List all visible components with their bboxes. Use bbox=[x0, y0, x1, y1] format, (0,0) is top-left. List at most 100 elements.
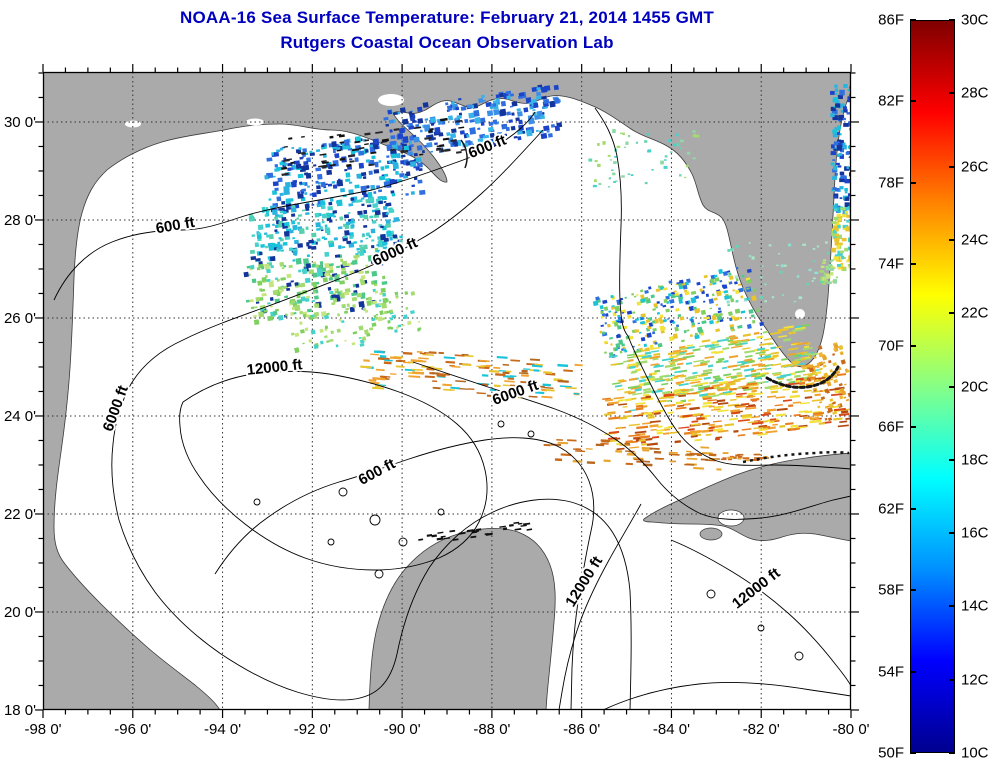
sst-pixel bbox=[702, 401, 713, 405]
sst-pixel bbox=[403, 145, 410, 151]
sst-pixel bbox=[827, 281, 832, 285]
sst-pixel bbox=[601, 331, 606, 335]
sst-pixel bbox=[266, 157, 273, 162]
sst-pixel bbox=[609, 336, 614, 340]
sst-pixel bbox=[373, 377, 386, 381]
sst-pixel bbox=[832, 132, 838, 138]
sst-pixel bbox=[320, 205, 326, 210]
sst-pixel bbox=[835, 228, 839, 232]
sst-pixel bbox=[640, 289, 644, 293]
sst-pixel bbox=[840, 410, 849, 414]
sst-pixel bbox=[400, 154, 406, 158]
sst-pixel bbox=[832, 411, 838, 415]
sst-pixel bbox=[717, 357, 725, 361]
sst-pixel bbox=[397, 145, 403, 151]
sst-pixel bbox=[354, 257, 359, 261]
sst-pixel bbox=[609, 159, 612, 161]
sst-pixel bbox=[641, 397, 654, 401]
sst-pixel bbox=[801, 357, 806, 361]
sst-pixel bbox=[648, 322, 653, 327]
sst-pixel bbox=[449, 133, 457, 139]
sst-pixel bbox=[612, 382, 621, 385]
sst-pixel bbox=[477, 137, 484, 146]
sst-pixel bbox=[326, 312, 330, 316]
sst-pixel bbox=[607, 186, 611, 188]
sst-pixel bbox=[371, 239, 375, 242]
sst-pixel bbox=[313, 291, 317, 294]
sst-pixel bbox=[306, 242, 310, 247]
sst-pixel bbox=[780, 363, 792, 368]
sst-pixel bbox=[442, 137, 449, 141]
sst-pixel bbox=[769, 420, 775, 424]
sst-pixel bbox=[627, 385, 640, 389]
sst-pixel bbox=[824, 279, 829, 283]
sst-pixel bbox=[344, 224, 350, 230]
sst-pixel bbox=[284, 295, 289, 299]
sst-pixel bbox=[666, 378, 674, 382]
sst-pixel bbox=[363, 359, 370, 362]
sst-pixel bbox=[388, 160, 392, 164]
sst-pixel bbox=[365, 237, 369, 240]
sst-pixel bbox=[727, 304, 731, 307]
sst-pixel bbox=[632, 392, 643, 396]
sst-pixel bbox=[611, 306, 615, 310]
sst-pixel bbox=[387, 109, 393, 115]
sst-pixel bbox=[723, 373, 732, 377]
sst-pixel bbox=[373, 350, 385, 354]
sst-pixel bbox=[663, 159, 667, 161]
sst-pixel bbox=[823, 372, 828, 377]
sst-pixel bbox=[832, 109, 838, 115]
sst-pixel bbox=[724, 295, 730, 300]
sst-pixel bbox=[604, 322, 607, 325]
sst-pixel bbox=[634, 329, 640, 334]
sst-pixel bbox=[640, 336, 646, 342]
chandeleur-islands bbox=[460, 139, 468, 169]
sst-pixel bbox=[770, 351, 780, 355]
sst-pixel bbox=[768, 244, 772, 247]
sst-pixel bbox=[362, 186, 367, 192]
sst-pixel bbox=[367, 296, 372, 301]
sst-pixel bbox=[696, 453, 703, 456]
sst-pixel bbox=[667, 292, 672, 297]
sst-pixel bbox=[283, 230, 290, 237]
sst-pixel bbox=[314, 315, 318, 319]
sst-pixel bbox=[655, 288, 661, 293]
sst-pixel bbox=[648, 286, 652, 290]
sst-pixel bbox=[344, 230, 350, 236]
contour-600ft-west-florida-shelf bbox=[594, 107, 851, 470]
contour-islet bbox=[527, 430, 535, 438]
sst-pixel bbox=[269, 297, 274, 302]
sst-pixel bbox=[657, 285, 661, 289]
sst-pixel bbox=[794, 374, 801, 378]
sst-pixel bbox=[379, 262, 384, 266]
sst-pixel bbox=[339, 141, 345, 144]
sst-pixel bbox=[838, 382, 843, 387]
sst-pixel bbox=[840, 109, 844, 113]
sst-pixel bbox=[473, 109, 480, 117]
sst-pixel bbox=[364, 270, 370, 274]
sst-pixel bbox=[651, 377, 664, 382]
sst-pixel bbox=[306, 254, 310, 258]
sst-pixel bbox=[846, 259, 850, 263]
sst-pixel bbox=[320, 311, 327, 317]
sst-pixel bbox=[317, 173, 323, 180]
sst-pixel bbox=[627, 391, 636, 395]
sst-pixel bbox=[833, 216, 839, 221]
sst-pixel bbox=[809, 419, 822, 424]
sst-pixel bbox=[382, 275, 386, 280]
sst-pixel bbox=[651, 169, 654, 171]
sst-pixel bbox=[392, 234, 398, 239]
sst-pixel bbox=[394, 329, 398, 333]
sst-pixel bbox=[843, 106, 847, 111]
sst-pixel bbox=[599, 330, 603, 334]
sst-pixel bbox=[417, 179, 423, 184]
sst-pixel bbox=[840, 148, 845, 153]
sst-pixel bbox=[645, 395, 652, 399]
sst-pixel bbox=[830, 151, 836, 156]
sst-pixel bbox=[450, 100, 455, 106]
sst-pixel bbox=[839, 186, 844, 190]
sst-pixel bbox=[642, 449, 650, 452]
sst-pixel bbox=[414, 359, 427, 363]
sst-pixel bbox=[393, 111, 398, 116]
